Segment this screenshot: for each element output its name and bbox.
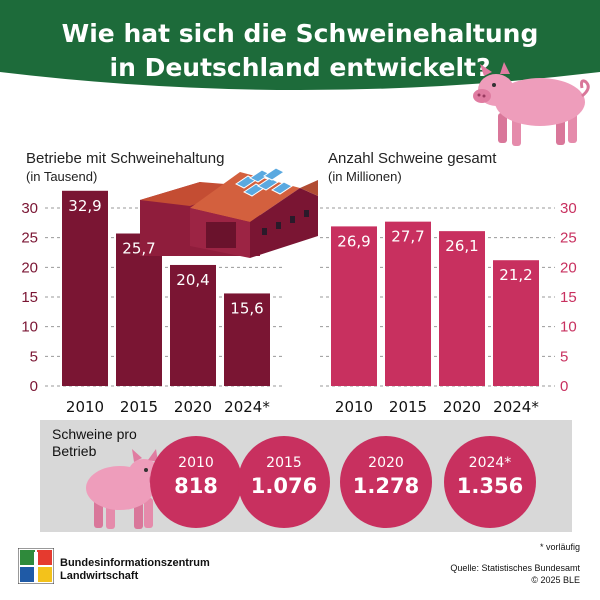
right-chart-title: Anzahl Schweine gesamt [328,150,497,167]
y-tick-label: 15 [21,289,38,306]
left-chart-title: Betriebe mit Schweinehaltung [26,150,225,167]
value-label: 26,9 [337,232,370,250]
y-tick-label: 10 [21,319,38,336]
bar [331,226,377,386]
right-chart-unit: (in Millionen) [328,169,402,184]
circle-year: 2015 [266,455,302,471]
value-label: 25,7 [122,240,155,258]
bar [170,264,216,386]
y-tick-label: 0 [560,378,568,395]
header-background [0,0,600,90]
copyright-note: © 2025 BLE [531,575,580,585]
source-note: Quelle: Statistisches Bundesamt [450,563,580,573]
circle-value: 1.278 [352,474,420,498]
y-tick-label: 15 [560,289,577,306]
ble-logo-icon [18,548,54,584]
x-tick-label: 2010 [335,398,373,416]
pigs-per-farm-circle-2010: 2010 818 [150,436,242,528]
value-label: 15,6 [230,299,263,317]
org-name-line2: Landwirtschaft [60,570,139,582]
org-name: Bundesinformationszentrum Landwirtschaft [60,557,210,583]
pigs-per-farm-label: Schweine pro Betrieb [52,426,137,459]
left-chart-unit: (in Tausend) [26,169,98,184]
bar [224,293,270,386]
y-tick-label: 0 [30,378,38,395]
pigs-per-farm-circle-2015: 2015 1.076 [238,436,330,528]
footnote-preliminary: * vorläufig [539,542,580,552]
org-name-line1: Bundesinformationszentrum [60,557,210,569]
x-tick-label: 2015 [120,398,158,416]
y-tick-label: 25 [21,230,38,247]
x-tick-label: 2024* [224,398,270,416]
x-tick-label: 2020 [443,398,481,416]
y-tick-label: 5 [30,348,38,365]
circle-year: 2024* [468,455,512,471]
farm-building-icon [140,167,318,258]
bar [439,231,485,386]
bar [116,233,162,386]
y-tick-label: 20 [21,259,38,276]
y-tick-label: 5 [560,348,568,365]
circle-value: 1.356 [456,474,524,498]
bar [385,221,431,386]
bar [493,260,539,386]
y-tick-label: 10 [560,319,577,336]
value-label: 21,2 [499,266,532,284]
y-tick-label: 20 [560,259,577,276]
x-tick-label: 2015 [389,398,427,416]
value-label: 27,7 [391,228,424,246]
circle-year: 2010 [178,455,214,471]
pig-icon [473,62,590,146]
circle-value: 1.076 [250,474,318,498]
x-tick-label: 2020 [174,398,212,416]
value-label: 26,1 [445,237,478,255]
bar [62,190,108,386]
value-label: 32,9 [68,197,101,215]
circle-value: 818 [174,474,218,498]
y-tick-label: 25 [560,230,577,247]
y-tick-label: 30 [560,200,577,217]
pigs-per-farm-circle-2024: 2024* 1.356 [444,436,536,528]
y-tick-label: 30 [21,200,38,217]
circle-year: 2020 [368,455,404,471]
page-title-line2: in Deutschland entwickelt? [109,53,491,82]
x-tick-label: 2010 [66,398,104,416]
pigs-per-farm-circle-2020: 2020 1.278 [340,436,432,528]
x-tick-label: 2024* [493,398,539,416]
page-title-line1: Wie hat sich die Schweinehaltung [61,19,539,48]
value-label: 20,4 [176,271,209,289]
